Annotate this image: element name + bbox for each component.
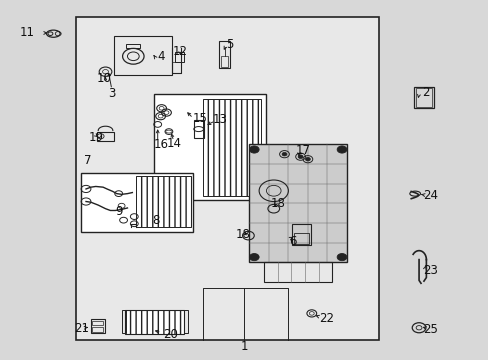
Text: 12: 12	[172, 45, 187, 58]
Bar	[193, 121, 203, 138]
Bar	[294, 233, 308, 244]
Bar	[175, 52, 183, 62]
Bar	[136, 176, 190, 227]
Text: 5: 5	[226, 38, 233, 51]
Bar	[415, 88, 431, 107]
Bar	[221, 56, 227, 67]
Text: 2: 2	[421, 86, 429, 99]
Bar	[183, 310, 188, 333]
Text: 8: 8	[152, 214, 159, 227]
Text: 23: 23	[423, 264, 437, 277]
Text: 17: 17	[295, 144, 310, 157]
Text: 24: 24	[423, 189, 437, 202]
Bar	[76, 17, 378, 339]
Text: 22: 22	[318, 311, 333, 325]
Bar	[264, 262, 331, 282]
Circle shape	[298, 155, 303, 158]
Text: 3: 3	[108, 87, 115, 100]
Text: 15: 15	[192, 112, 206, 125]
Bar	[126, 44, 140, 48]
Text: 7: 7	[83, 154, 91, 167]
Text: 21: 21	[74, 322, 88, 335]
Text: 10: 10	[97, 72, 112, 85]
Circle shape	[249, 146, 259, 153]
Bar	[154, 94, 266, 200]
Bar	[81, 173, 193, 232]
Bar	[203, 99, 260, 196]
Bar	[92, 320, 103, 325]
Bar	[249, 144, 346, 262]
Circle shape	[305, 157, 310, 161]
Text: 4: 4	[158, 50, 165, 63]
Text: 14: 14	[166, 137, 181, 150]
Circle shape	[336, 253, 346, 261]
Circle shape	[336, 146, 346, 153]
Bar	[97, 132, 114, 140]
Bar	[413, 87, 433, 108]
Text: 6: 6	[289, 235, 296, 248]
Bar	[114, 36, 172, 75]
Text: 16: 16	[154, 138, 169, 151]
Text: 25: 25	[423, 323, 437, 336]
Bar	[292, 224, 310, 245]
Bar	[125, 310, 183, 334]
Bar	[219, 41, 229, 68]
Bar	[122, 310, 126, 333]
Bar	[92, 327, 103, 332]
Bar	[91, 319, 104, 333]
Text: 19: 19	[88, 131, 103, 144]
Text: 11: 11	[20, 27, 35, 40]
Text: 13: 13	[212, 113, 227, 126]
Text: 1: 1	[240, 340, 248, 353]
Circle shape	[282, 152, 286, 156]
Text: 9: 9	[115, 205, 122, 218]
Circle shape	[249, 253, 259, 261]
Text: 20: 20	[163, 328, 178, 341]
Text: 18: 18	[270, 197, 285, 210]
Text: 18: 18	[236, 228, 250, 241]
